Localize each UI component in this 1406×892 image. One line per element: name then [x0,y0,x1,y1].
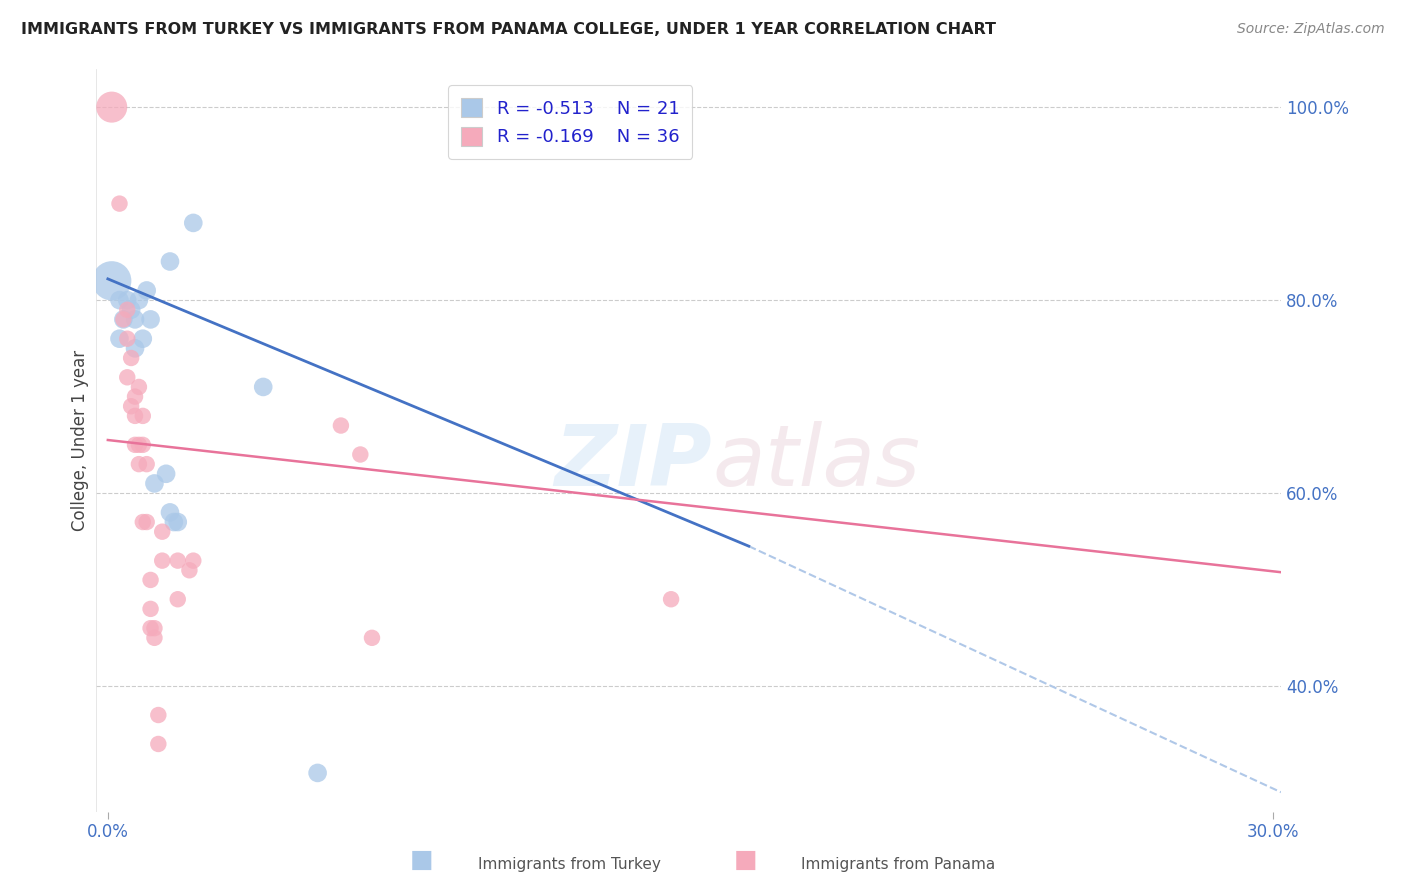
Point [108,293,131,307]
Point [659,592,682,607]
Point [135,515,157,529]
Point [132,515,155,529]
Text: atlas: atlas [713,421,921,504]
Point [100,100,122,114]
Point [139,573,162,587]
Point [128,457,150,471]
Point [132,332,155,346]
Point [179,563,201,577]
Point [100,274,122,288]
Point [124,390,146,404]
Text: ■: ■ [411,848,433,872]
Point [143,631,166,645]
Point [150,554,173,568]
Point [143,621,166,635]
Point [159,254,181,268]
Point [143,476,166,491]
Point [135,457,157,471]
Point [128,380,150,394]
Point [124,438,146,452]
Point [135,284,157,298]
Text: Immigrants from Panama: Immigrants from Panama [801,857,995,872]
Point [252,380,274,394]
Point [120,302,142,317]
Point [166,515,188,529]
Point [139,621,162,635]
Point [117,293,139,307]
Point [155,467,177,481]
Point [124,312,146,326]
Point [148,737,170,751]
Point [307,765,329,780]
Point [124,342,146,356]
Point [361,631,384,645]
Point [132,438,155,452]
Point [349,448,371,462]
Point [148,708,170,723]
Point [128,438,150,452]
Point [181,216,204,230]
Point [139,602,162,616]
Text: ■: ■ [734,848,756,872]
Text: IMMIGRANTS FROM TURKEY VS IMMIGRANTS FROM PANAMA COLLEGE, UNDER 1 YEAR CORRELATI: IMMIGRANTS FROM TURKEY VS IMMIGRANTS FRO… [21,22,995,37]
Point [181,554,204,568]
Point [108,332,131,346]
Text: ZIP: ZIP [554,421,713,504]
Y-axis label: College, Under 1 year: College, Under 1 year [72,350,89,531]
Point [117,302,139,317]
Point [117,370,139,384]
Point [128,293,150,307]
Point [112,312,135,326]
Point [166,592,188,607]
Point [120,399,142,413]
Text: Source: ZipAtlas.com: Source: ZipAtlas.com [1237,22,1385,37]
Point [329,418,352,433]
Point [159,505,181,519]
Point [163,515,186,529]
Point [108,196,131,211]
Text: Immigrants from Turkey: Immigrants from Turkey [478,857,661,872]
Point [150,524,173,539]
Point [124,409,146,423]
Point [166,554,188,568]
Point [117,332,139,346]
Point [132,409,155,423]
Point [120,351,142,365]
Point [112,312,135,326]
Point [139,312,162,326]
Legend: R = -0.513    N = 21, R = -0.169    N = 36: R = -0.513 N = 21, R = -0.169 N = 36 [449,85,692,159]
